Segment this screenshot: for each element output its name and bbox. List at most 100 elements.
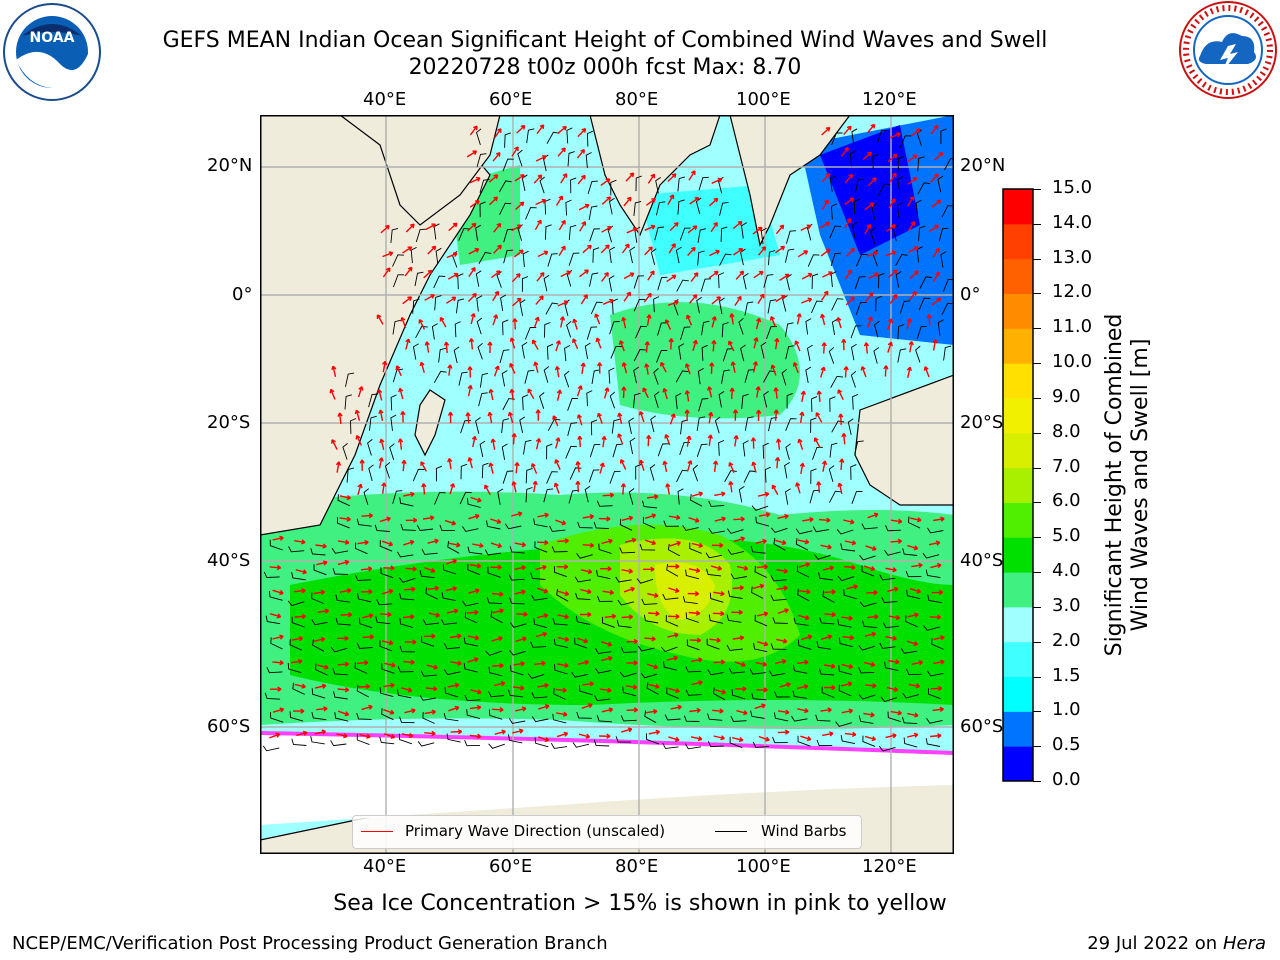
wind-barb <box>828 465 835 482</box>
wave-direction-arrow <box>820 544 832 550</box>
wind-barb <box>919 276 932 289</box>
wind-barb <box>718 391 725 408</box>
wind-barb <box>498 180 512 193</box>
wave-direction-arrow <box>537 539 549 546</box>
wave-direction-arrow <box>729 387 735 399</box>
wave-direction-arrow <box>820 707 832 713</box>
wind-barb <box>690 494 703 507</box>
wind-barb <box>502 319 509 336</box>
wave-direction-arrow <box>582 244 592 254</box>
wave-direction-arrow <box>557 590 570 597</box>
wind-barb <box>367 439 373 456</box>
wave-direction-arrow <box>487 341 493 353</box>
lon-tick-top: 80°E <box>615 89 659 110</box>
wind-barb <box>785 418 797 431</box>
wind-barb <box>784 462 790 479</box>
wave-direction-arrow <box>733 248 744 256</box>
wave-direction-arrow <box>377 389 383 401</box>
wind-barb <box>653 391 660 408</box>
wave-direction-arrow <box>537 682 549 689</box>
wind-barb <box>713 687 726 701</box>
wind-barb <box>331 547 349 554</box>
wave-direction-arrow <box>779 682 791 688</box>
colorbar-tick-label: 11.0 <box>1052 316 1093 338</box>
wave-direction-arrow <box>554 365 561 378</box>
wind-barb <box>719 253 732 266</box>
wave-direction-arrow <box>668 587 680 593</box>
wave-direction-arrow <box>339 494 351 501</box>
wave-direction-arrow <box>400 316 407 329</box>
wind-barb <box>938 227 949 242</box>
wave-direction-arrow <box>844 731 857 738</box>
wind-barb <box>467 546 483 555</box>
wave-direction-arrow <box>732 409 739 421</box>
wave-direction-arrow <box>799 462 805 475</box>
wind-barb <box>840 735 855 745</box>
wind-barb <box>831 420 845 433</box>
lon-tick-bottom: 60°E <box>489 856 533 877</box>
wave-direction-arrow <box>846 584 858 590</box>
wind-barb <box>412 468 425 482</box>
wave-direction-arrow <box>397 438 404 450</box>
wind-barb <box>509 622 527 628</box>
wind-barb <box>616 619 632 628</box>
wave-direction-arrow <box>577 659 589 666</box>
wave-direction-arrow <box>558 219 566 231</box>
wave-direction-arrow <box>841 338 847 351</box>
wind-barb <box>830 252 842 267</box>
wave-direction-arrow <box>867 316 873 328</box>
wave-direction-arrow <box>626 227 638 234</box>
wind-barb <box>662 593 679 600</box>
wave-direction-arrow <box>533 316 540 328</box>
wave-direction-arrow <box>488 174 499 183</box>
wind-barb <box>589 228 601 242</box>
wind-barb <box>743 470 756 483</box>
wave-direction-arrow <box>381 588 394 595</box>
wind-barb <box>435 465 443 482</box>
wave-direction-arrow <box>837 482 843 494</box>
wave-direction-arrow <box>844 173 853 184</box>
wave-direction-arrow <box>647 270 655 281</box>
wind-barb <box>831 132 843 146</box>
wave-direction-arrow <box>824 685 836 691</box>
wave-direction-arrow <box>598 516 611 522</box>
wave-direction-arrow <box>357 539 369 546</box>
wind-barb <box>830 375 844 388</box>
lat-tick-left: 40°S <box>207 550 251 571</box>
wave-direction-arrow <box>837 389 844 401</box>
wind-barb <box>531 692 548 699</box>
wind-barb <box>567 151 575 167</box>
wind-barb <box>744 369 755 383</box>
wind-barb <box>708 614 723 624</box>
wind-barb <box>517 149 523 167</box>
wind-barb <box>906 668 922 676</box>
wind-barb <box>619 671 637 678</box>
wind-barb <box>861 523 878 530</box>
wave-direction-arrow <box>816 390 822 402</box>
colorbar-tick-mark <box>1033 293 1041 295</box>
wind-barb <box>772 617 788 624</box>
wave-direction-arrow <box>446 608 459 614</box>
wind-barb <box>663 661 677 671</box>
wave-direction-arrow <box>688 567 701 574</box>
wind-barb <box>837 618 852 628</box>
wind-barb <box>678 343 685 360</box>
wave-direction-arrow <box>596 362 603 374</box>
wave-direction-arrow <box>487 411 493 424</box>
wave-direction-arrow <box>468 588 480 594</box>
wave-direction-arrow <box>797 438 804 450</box>
wave-direction-arrow <box>582 514 594 520</box>
wave-direction-arrow <box>556 731 569 738</box>
wave-direction-arrow <box>910 517 922 523</box>
wind-barb <box>922 552 940 559</box>
wind-barb <box>564 345 571 362</box>
wave-direction-arrow <box>797 707 809 714</box>
wave-direction-arrow <box>887 341 893 353</box>
wind-barb <box>854 440 864 455</box>
wave-direction-arrow <box>843 125 852 136</box>
wave-direction-arrow <box>296 730 308 737</box>
wave-direction-arrow <box>560 173 568 184</box>
wave-direction-arrow <box>421 483 427 495</box>
colorbar-segment <box>1003 363 1033 399</box>
wind-barb <box>752 741 769 748</box>
